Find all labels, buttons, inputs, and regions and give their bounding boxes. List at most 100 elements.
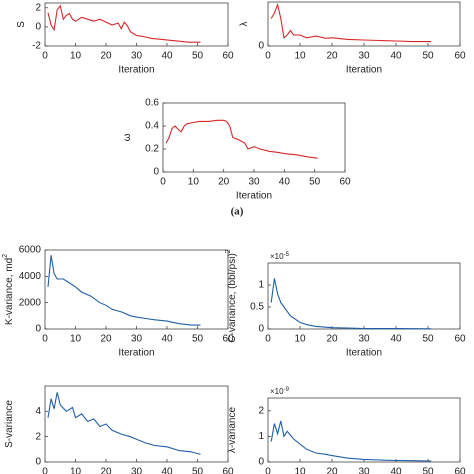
y-axis-label: S	[16, 21, 27, 28]
data-line	[270, 420, 432, 462]
x-tick-label: 0	[160, 177, 166, 188]
axis-multiplier: ×10-5	[270, 252, 290, 262]
x-tick-label: 50	[422, 467, 434, 474]
x-tick-label: 10	[294, 467, 306, 474]
y-tick-label: 6000	[19, 245, 42, 256]
x-tick-label: 10	[70, 334, 82, 345]
x-axis-label: Iteration	[236, 191, 272, 202]
x-tick-label: 20	[100, 51, 112, 62]
y-axis-label-sup: 2	[225, 249, 232, 253]
plot-box	[267, 397, 461, 463]
y-tick-label: 0.6	[145, 98, 159, 109]
x-tick-label: 60	[222, 334, 234, 345]
x-tick-label: 20	[218, 177, 230, 188]
x-tick-label: 20	[100, 467, 112, 474]
x-tick-label: 50	[422, 334, 434, 345]
x-tick-label: 20	[326, 467, 338, 474]
data-line	[270, 2, 432, 43]
y-tick-label: 4	[35, 406, 41, 417]
x-tick-label: 60	[222, 467, 234, 474]
y-tick-label: 4000	[19, 271, 42, 282]
x-tick-label: 50	[192, 51, 204, 62]
x-tick-label: 60	[454, 334, 466, 345]
x-tick-label: 30	[358, 51, 370, 62]
x-tick-label: 10	[294, 51, 306, 62]
data-line	[165, 119, 318, 159]
x-tick-label: 50	[192, 467, 204, 474]
x-tick-label: 60	[222, 51, 234, 62]
y-axis-label-text: S	[16, 21, 27, 28]
x-tick-label: 50	[309, 177, 321, 188]
x-tick-label: 0	[42, 51, 48, 62]
x-tick-label: 0	[265, 334, 271, 345]
y-tick-label: -2	[32, 41, 41, 52]
y-axis-label: λ	[239, 22, 250, 27]
multiplier-base: ×10	[270, 252, 284, 261]
axis-multiplier: ×10-9	[270, 387, 290, 397]
x-axis-label: Iteration	[346, 348, 382, 359]
x-tick-label: 40	[390, 51, 402, 62]
y-axis-label: S-variance	[4, 400, 15, 448]
x-tick-label: 40	[390, 467, 402, 474]
y-axis-label-text: λ	[239, 22, 250, 27]
x-tick-label: 40	[279, 177, 291, 188]
x-tick-label: 40	[161, 51, 173, 62]
x-tick-label: 50	[192, 334, 204, 345]
plot-box	[44, 385, 229, 463]
x-tick-label: 20	[326, 51, 338, 62]
y-tick-label: 0	[258, 41, 264, 52]
y-axis-label-text: ω	[122, 133, 133, 141]
x-tick-label: 60	[454, 467, 466, 474]
x-tick-label: 10	[294, 334, 306, 345]
x-axis-label: Iteration	[346, 65, 382, 76]
x-axis-label: Iteration	[118, 65, 154, 76]
x-tick-label: 30	[248, 177, 260, 188]
x-tick-label: 50	[422, 51, 434, 62]
y-axis-label-text: K-variance, md	[4, 258, 15, 325]
x-tick-label: 30	[131, 467, 143, 474]
y-tick-label: 2	[35, 431, 41, 442]
y-tick-label: 0	[258, 457, 264, 468]
x-tick-label: 30	[131, 51, 143, 62]
x-tick-label: 0	[265, 467, 271, 474]
y-axis-label: λ-variance	[227, 407, 238, 454]
plot-box	[267, 1, 461, 47]
multiplier-base: ×10	[270, 387, 284, 396]
y-axis-label-text: λ-variance	[227, 407, 238, 454]
x-tick-label: 40	[161, 467, 173, 474]
x-tick-label: 30	[358, 334, 370, 345]
y-tick-label: 2	[35, 2, 41, 13]
x-tick-label: 60	[454, 51, 466, 62]
x-tick-label: 0	[265, 51, 271, 62]
plot-box	[267, 262, 461, 330]
y-tick-label: 2	[258, 405, 264, 416]
y-tick-label: 0.5	[250, 302, 264, 313]
y-axis-label-sup: 2	[2, 254, 9, 258]
y-axis-label: K-variance, md2	[2, 254, 15, 325]
y-tick-label: 0	[35, 457, 41, 468]
plot-box	[162, 102, 346, 173]
y-tick-label: 1	[258, 280, 264, 291]
x-tick-label: 60	[339, 177, 351, 188]
x-tick-label: 40	[390, 334, 402, 345]
caption: (a)	[231, 206, 244, 218]
x-tick-label: 0	[42, 334, 48, 345]
x-tick-label: 20	[100, 334, 112, 345]
y-tick-label: 2000	[19, 297, 42, 308]
x-tick-label: 10	[188, 177, 200, 188]
y-tick-label: 0	[258, 324, 264, 335]
y-axis-label-text: C-variance, (bbl/psi)	[227, 253, 238, 342]
y-tick-label: 0	[35, 22, 41, 33]
data-line	[47, 4, 201, 43]
x-tick-label: 20	[326, 334, 338, 345]
x-tick-label: 40	[161, 334, 173, 345]
data-line	[270, 278, 432, 330]
x-tick-label: 10	[70, 51, 82, 62]
x-tick-label: 30	[131, 334, 143, 345]
y-tick-label: 1	[258, 431, 264, 442]
y-tick-label: 0	[35, 324, 41, 335]
data-line	[47, 255, 201, 326]
x-tick-label: 10	[70, 467, 82, 474]
